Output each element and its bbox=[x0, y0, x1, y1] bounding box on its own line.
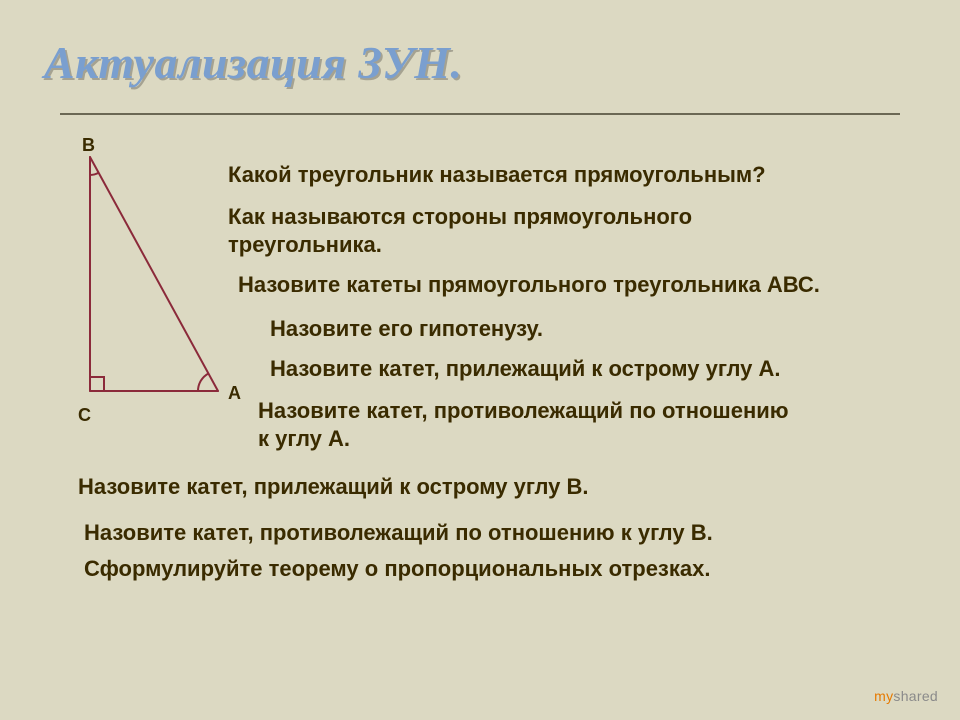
triangle-svg bbox=[60, 133, 240, 423]
question-2: Как называются стороны прямоугольного тр… bbox=[228, 203, 768, 258]
title-wrap: Актуализация ЗУН. bbox=[0, 0, 960, 89]
slide: Актуализация ЗУН. В С А Какой треугольни… bbox=[0, 0, 960, 720]
vertex-label-c: С bbox=[78, 405, 91, 426]
title-divider bbox=[60, 113, 900, 115]
question-3: Назовите катеты прямоугольного треугольн… bbox=[238, 271, 820, 299]
question-9: Сформулируйте теорему о пропорциональных… bbox=[84, 555, 884, 583]
vertex-label-b: В bbox=[82, 135, 95, 156]
page-title: Актуализация ЗУН. bbox=[44, 36, 960, 89]
question-5: Назовите катет, прилежащий к острому угл… bbox=[270, 355, 781, 383]
question-7: Назовите катет, прилежащий к острому угл… bbox=[78, 473, 878, 501]
question-1: Какой треугольник называется прямоугольн… bbox=[228, 161, 766, 189]
watermark-left: my bbox=[874, 688, 893, 704]
question-8: Назовите катет, противолежащий по отноше… bbox=[84, 519, 884, 547]
question-6: Назовите катет, противолежащий по отноше… bbox=[258, 397, 798, 452]
watermark: myshared bbox=[874, 688, 938, 704]
question-4: Назовите его гипотенузу. bbox=[270, 315, 543, 343]
vertex-label-a: А bbox=[228, 383, 241, 404]
triangle-diagram: В С А bbox=[60, 133, 240, 423]
watermark-right: shared bbox=[893, 688, 938, 704]
